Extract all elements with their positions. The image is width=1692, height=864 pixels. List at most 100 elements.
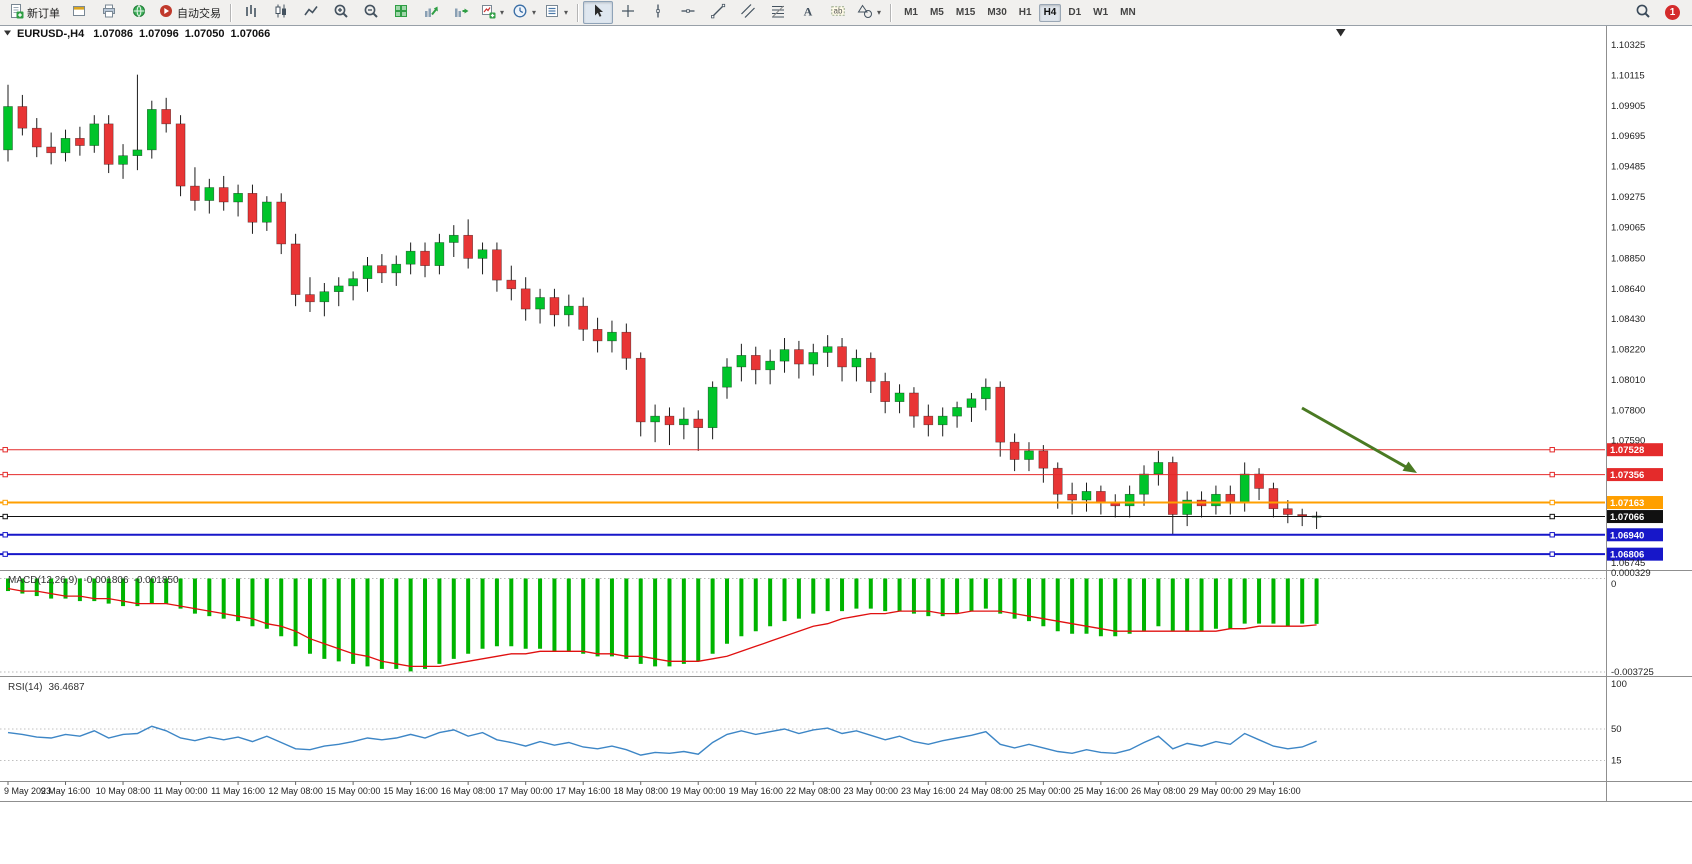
zoom-out-icon xyxy=(363,3,379,22)
timeframe-M15[interactable]: M15 xyxy=(955,6,976,18)
candle xyxy=(995,386,1006,443)
timeframe-M1[interactable]: M1 xyxy=(904,6,918,18)
search-button[interactable] xyxy=(1628,1,1658,24)
candle xyxy=(405,250,416,265)
indicators-button[interactable]: ▾ xyxy=(540,1,572,24)
line-chart-icon xyxy=(303,3,319,22)
new-order-button[interactable]: 新订单 xyxy=(4,1,64,24)
level-handle[interactable] xyxy=(1549,513,1555,520)
level-handle[interactable] xyxy=(1549,532,1555,538)
line-chart-button[interactable] xyxy=(296,1,326,24)
candle xyxy=(1239,473,1250,504)
time-axis-label[interactable]: 10 May 08:00 xyxy=(96,786,151,796)
candle xyxy=(1067,493,1077,501)
candle xyxy=(607,331,617,342)
time-axis-label[interactable]: 22 May 08:00 xyxy=(786,786,841,796)
time-axis-label[interactable]: 29 May 00:00 xyxy=(1189,786,1244,796)
time-axis-label[interactable]: 17 May 00:00 xyxy=(498,786,553,796)
candlestick-chart-button[interactable] xyxy=(266,1,296,24)
cursor-icon xyxy=(590,3,606,22)
level-handle[interactable] xyxy=(2,513,8,520)
level-handle[interactable] xyxy=(2,471,8,478)
time-axis-label[interactable]: 19 May 16:00 xyxy=(728,786,783,796)
time-axis-label[interactable]: 16 May 08:00 xyxy=(441,786,496,796)
time-axis-label[interactable]: 23 May 16:00 xyxy=(901,786,956,796)
time-axis-label[interactable]: 25 May 16:00 xyxy=(1074,786,1129,796)
level-handle[interactable] xyxy=(2,532,8,538)
zoom-in-button[interactable] xyxy=(326,1,356,24)
time-axis-label[interactable]: 11 May 00:00 xyxy=(154,786,208,796)
candle xyxy=(1052,467,1063,495)
candle xyxy=(204,187,215,201)
notification-badge[interactable]: 1 xyxy=(1665,5,1680,20)
candle xyxy=(319,291,330,303)
time-axis-label[interactable]: 17 May 16:00 xyxy=(556,786,611,796)
auto-scroll-button[interactable] xyxy=(416,1,446,24)
level-handle[interactable] xyxy=(2,551,8,557)
period-button[interactable]: ▾ xyxy=(508,1,540,24)
level-handle[interactable] xyxy=(1549,551,1555,557)
price-axis-label: 1.06745 xyxy=(1611,558,1645,569)
price-badge xyxy=(1607,443,1663,457)
zoom-in-icon xyxy=(333,3,349,22)
timeframe-M5[interactable]: M5 xyxy=(929,6,944,18)
candle xyxy=(103,123,114,165)
time-axis-label[interactable]: 19 May 00:00 xyxy=(671,786,726,796)
time-axis-label[interactable]: 11 May 16:00 xyxy=(211,786,265,796)
candle xyxy=(290,243,301,295)
equidistant-channel-button[interactable] xyxy=(733,1,763,24)
text-label-button[interactable]: ab xyxy=(823,1,853,24)
time-axis-label[interactable]: 25 May 00:00 xyxy=(1016,786,1071,796)
new-chart-button[interactable]: ▾ xyxy=(476,1,508,24)
time-axis-label[interactable]: 12 May 08:00 xyxy=(268,786,323,796)
candle xyxy=(391,263,402,274)
time-axis-label[interactable]: 9 May 16:00 xyxy=(41,786,91,796)
timeframe-H4[interactable]: H4 xyxy=(1038,3,1062,22)
time-axis-label[interactable]: 9 May 2023 xyxy=(4,786,51,796)
candlestick-chart-icon xyxy=(273,3,289,22)
price-shift-marker[interactable] xyxy=(1336,29,1346,37)
timeframe-D1[interactable]: D1 xyxy=(1068,6,1082,18)
trendline-button[interactable] xyxy=(703,1,733,24)
charts-button[interactable] xyxy=(64,1,94,24)
level-handle[interactable] xyxy=(2,446,8,453)
horizontal-line-button[interactable] xyxy=(673,1,703,24)
price-axis-label: 1.07590 xyxy=(1611,436,1645,447)
arrow-annotation[interactable] xyxy=(1301,406,1407,469)
chart-expand-toggle[interactable] xyxy=(4,30,11,36)
time-axis-label[interactable]: 23 May 00:00 xyxy=(844,786,899,796)
fibonacci-button[interactable] xyxy=(763,1,793,24)
timeframe-W1[interactable]: W1 xyxy=(1093,6,1109,18)
time-axis-label[interactable]: 15 May 16:00 xyxy=(383,786,438,796)
candle xyxy=(17,106,28,129)
shapes-button[interactable]: ▾ xyxy=(853,1,885,24)
level-handle[interactable] xyxy=(1549,499,1555,506)
candle xyxy=(549,297,560,316)
vertical-line-button[interactable] xyxy=(643,1,673,24)
candle xyxy=(60,138,71,154)
chart-shift-button[interactable] xyxy=(446,1,476,24)
navigator-button[interactable] xyxy=(124,1,154,24)
time-axis-label[interactable]: 26 May 08:00 xyxy=(1131,786,1186,796)
autotrade-button[interactable]: 自动交易 xyxy=(154,1,225,24)
timeframe-MN[interactable]: MN xyxy=(1120,6,1136,18)
text-button[interactable]: A xyxy=(793,1,823,24)
time-axis-label[interactable]: 24 May 08:00 xyxy=(959,786,1014,796)
zoom-out-button[interactable] xyxy=(356,1,386,24)
print-button[interactable] xyxy=(94,1,124,24)
time-axis-label[interactable]: 29 May 16:00 xyxy=(1246,786,1301,796)
level-handle[interactable] xyxy=(1549,471,1555,478)
time-axis-label[interactable]: 15 May 00:00 xyxy=(326,786,381,796)
time-axis-label[interactable]: 18 May 08:00 xyxy=(613,786,668,796)
level-handle[interactable] xyxy=(1549,446,1555,453)
tile-windows-button[interactable] xyxy=(386,1,416,24)
vertical-line-icon xyxy=(650,3,666,22)
bar-chart-button[interactable] xyxy=(236,1,266,24)
price-badge-label: 1.07356 xyxy=(1610,470,1644,481)
cursor-button[interactable] xyxy=(583,1,614,24)
timeframe-M30[interactable]: M30 xyxy=(987,6,1007,18)
level-handle[interactable] xyxy=(2,499,8,506)
timeframe-H1[interactable]: H1 xyxy=(1018,6,1032,18)
crosshair-button[interactable] xyxy=(613,1,643,24)
